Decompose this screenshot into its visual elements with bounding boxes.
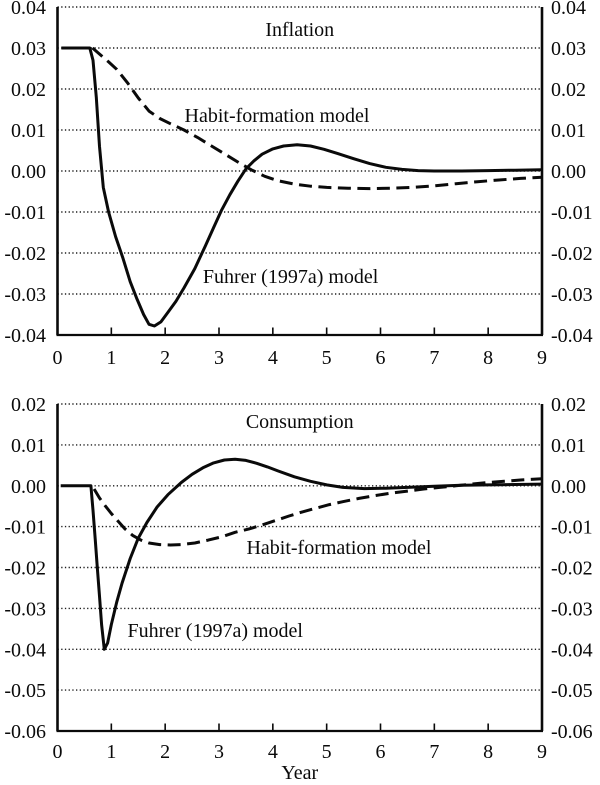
x-tick-label: 8 — [483, 741, 493, 763]
y-tick-label-left: -0.01 — [4, 202, 46, 224]
x-tick-label: 2 — [160, 347, 170, 369]
y-tick-label-right: -0.02 — [551, 558, 593, 580]
inflation-chart: 0.04 0.04 0.03 0.03 0.02 0.02 0.01 0.01 0.00 0.00… — [4, 0, 593, 369]
y-tick-label-right: -0.05 — [551, 680, 593, 702]
series-label: Fuhrer (1997a) model — [127, 620, 303, 642]
y-tick-label-right: -0.06 — [551, 721, 593, 743]
x-tick-label: 0 — [53, 347, 63, 369]
x-tick-label: 9 — [537, 741, 547, 763]
x-tick-label: 0 — [53, 741, 63, 763]
y-tick-label-right: -0.01 — [551, 202, 593, 224]
series-line-fuhrer — [61, 46, 543, 328]
y-tick-label-right: 0.01 — [551, 435, 586, 457]
y-tick-label-right: 0.03 — [551, 38, 586, 60]
y-tick-label-right: -0.03 — [551, 284, 593, 306]
y-tick-label-right: 0.01 — [551, 120, 586, 142]
y-tick-label-left: -0.03 — [4, 284, 46, 306]
x-tick-label: 7 — [429, 347, 439, 369]
x-tick-label: 1 — [106, 741, 116, 763]
x-tick-label: 4 — [268, 741, 278, 763]
y-tick-label-left: -0.03 — [4, 598, 46, 620]
series-label: Fuhrer (1997a) model — [203, 266, 379, 288]
y-tick-label-left: 0.00 — [11, 161, 46, 183]
y-tick-label-right: 0.04 — [551, 0, 586, 19]
y-tick-label-right: -0.03 — [551, 598, 593, 620]
y-tick-label-right: 0.00 — [551, 476, 586, 498]
chart-title: Inflation — [265, 19, 334, 41]
y-tick-label-left: 0.01 — [11, 435, 46, 457]
y-tick-label-right: 0.02 — [551, 79, 586, 101]
consumption-chart: 0.02 0.02 0.01 0.01 0.00 0.00 -0.01 -0.01 -0.02 -… — [4, 394, 593, 784]
series-label: Habit-formation model — [185, 105, 370, 127]
y-tick-label-left: -0.02 — [4, 558, 46, 580]
y-tick-label-left: 0.04 — [11, 0, 46, 19]
series-label: Habit-formation model — [246, 537, 431, 559]
y-tick-label-left: 0.01 — [11, 120, 46, 142]
y-tick-label-left: -0.04 — [4, 639, 46, 661]
series-line-habit-formation — [91, 46, 543, 191]
x-tick-label: 8 — [483, 347, 493, 369]
x-tick-label: 3 — [214, 741, 224, 763]
y-tick-label-right: -0.02 — [551, 243, 593, 265]
y-tick-label-right: 0.00 — [551, 161, 586, 183]
chart-title: Consumption — [246, 411, 354, 433]
x-tick-label: 3 — [214, 347, 224, 369]
y-tick-label-left: -0.05 — [4, 680, 46, 702]
y-tick-label-right: -0.04 — [551, 639, 593, 661]
y-tick-label-left: -0.04 — [4, 325, 46, 347]
series-line-habit-formation — [92, 477, 543, 547]
x-tick-label: 4 — [268, 347, 278, 369]
y-tick-label-right: -0.01 — [551, 517, 593, 539]
y-tick-label-right: -0.04 — [551, 325, 593, 347]
x-tick-label: 6 — [376, 347, 386, 369]
y-tick-label-left: -0.06 — [4, 721, 46, 743]
y-tick-label-left: 0.02 — [11, 394, 46, 416]
y-tick-label-left: 0.00 — [11, 476, 46, 498]
x-tick-label: 6 — [376, 741, 386, 763]
x-tick-label: 5 — [322, 347, 332, 369]
x-tick-label: 5 — [322, 741, 332, 763]
y-tick-label-left: -0.02 — [4, 243, 46, 265]
series-line-fuhrer — [60, 457, 543, 651]
y-tick-label-right: 0.02 — [551, 394, 586, 416]
y-tick-label-left: -0.01 — [4, 517, 46, 539]
x-tick-label: 9 — [537, 347, 547, 369]
x-axis-title: Year — [281, 762, 318, 784]
x-tick-label: 2 — [160, 741, 170, 763]
y-tick-label-left: 0.03 — [11, 38, 46, 60]
x-tick-label: 7 — [429, 741, 439, 763]
x-tick-label: 1 — [106, 347, 116, 369]
y-tick-label-left: 0.02 — [11, 79, 46, 101]
